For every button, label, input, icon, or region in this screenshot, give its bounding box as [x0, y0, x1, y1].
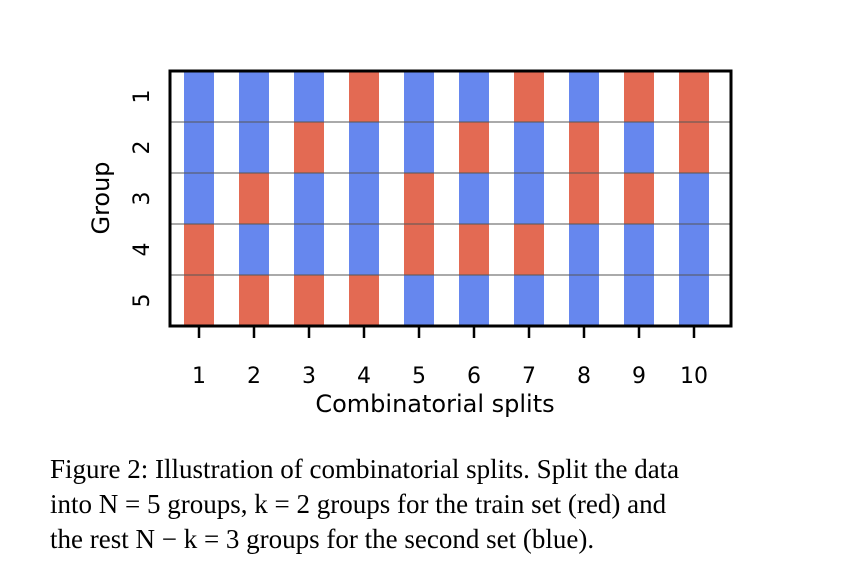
cell-split-9-group-1 [624, 71, 654, 123]
y-tick-label: 2 [130, 141, 155, 155]
caption-line-3: the rest N − k = 3 groups for the second… [50, 524, 595, 554]
x-tick-label: 1 [192, 364, 206, 389]
cell-split-9-group-5 [624, 275, 654, 327]
cell-split-7-group-3 [514, 173, 544, 225]
cell-split-9-group-4 [624, 224, 654, 276]
x-axis-label: Combinatorial splits [315, 390, 554, 418]
y-tick-label: 5 [130, 294, 155, 308]
cell-split-7-group-2 [514, 122, 544, 174]
y-tick-label: 1 [130, 90, 155, 104]
cell-split-3-group-3 [294, 173, 324, 225]
cell-split-8-group-4 [569, 224, 599, 276]
cell-split-10-group-1 [679, 71, 709, 123]
cell-split-3-group-2 [294, 122, 324, 174]
cell-split-10-group-4 [679, 224, 709, 276]
cell-split-4-group-4 [349, 224, 379, 276]
cell-split-9-group-3 [624, 173, 654, 225]
x-tick-label: 4 [357, 364, 371, 389]
chart-canvas: 1 2 3 4 5 6 7 8 9 10 1 2 3 4 5 Combinatorial splits G… [87, 69, 733, 418]
cell-split-7-group-5 [514, 275, 544, 327]
cell-split-2-group-4 [239, 224, 269, 276]
cell-split-1-group-1 [184, 71, 214, 123]
x-tick-label: 2 [247, 364, 261, 389]
caption-line-2: into N = 5 groups, k = 2 groups for the … [50, 489, 667, 519]
cell-split-2-group-5 [239, 275, 269, 327]
x-tick-label: 10 [680, 364, 708, 389]
cell-split-6-group-2 [459, 122, 489, 174]
cell-split-4-group-5 [349, 275, 379, 327]
x-tick-label: 5 [412, 364, 426, 389]
cell-split-8-group-2 [569, 122, 599, 174]
y-ticks: 1 2 3 4 5 [130, 90, 155, 308]
cell-split-1-group-2 [184, 122, 214, 174]
cell-split-2-group-1 [239, 71, 269, 123]
cell-split-6-group-4 [459, 224, 489, 276]
bars-layer [184, 71, 709, 327]
cell-split-4-group-2 [349, 122, 379, 174]
cell-split-6-group-1 [459, 71, 489, 123]
cell-split-8-group-5 [569, 275, 599, 327]
cell-split-10-group-5 [679, 275, 709, 327]
combinatorial-splits-chart: 1 2 3 4 5 6 7 8 9 10 1 2 3 4 5 Combinatorial splits G… [87, 69, 733, 418]
cell-split-7-group-1 [514, 71, 544, 123]
cell-split-5-group-4 [404, 224, 434, 276]
cell-split-10-group-3 [679, 173, 709, 225]
cell-split-3-group-5 [294, 275, 324, 327]
cell-split-2-group-2 [239, 122, 269, 174]
cell-split-1-group-4 [184, 224, 214, 276]
caption-line-1: Figure 2: Illustration of combinatorial … [50, 454, 680, 484]
cell-split-7-group-4 [514, 224, 544, 276]
cell-split-3-group-4 [294, 224, 324, 276]
cell-split-10-group-2 [679, 122, 709, 174]
cell-split-8-group-3 [569, 173, 599, 225]
cell-split-1-group-5 [184, 275, 214, 327]
cell-split-9-group-2 [624, 122, 654, 174]
x-tick-label: 8 [577, 364, 591, 389]
cell-split-6-group-5 [459, 275, 489, 327]
plot-frame [168, 69, 733, 328]
cell-split-4-group-3 [349, 173, 379, 225]
x-tick-label: 3 [302, 364, 316, 389]
cell-split-5-group-3 [404, 173, 434, 225]
grid-layer [170, 121, 731, 276]
y-tick-label: 4 [130, 243, 155, 257]
cell-split-8-group-1 [569, 71, 599, 123]
cell-split-5-group-1 [404, 71, 434, 123]
x-tick-label: 6 [467, 364, 481, 389]
y-tick-label: 3 [130, 192, 155, 206]
figure-caption: Figure 2: Illustration of combinatorial … [50, 452, 820, 557]
cell-split-6-group-3 [459, 173, 489, 225]
cell-split-3-group-1 [294, 71, 324, 123]
x-tick-label: 9 [632, 364, 646, 389]
cell-split-2-group-3 [239, 173, 269, 225]
cell-split-5-group-2 [404, 122, 434, 174]
cell-split-5-group-5 [404, 275, 434, 327]
x-tick-label: 7 [522, 364, 536, 389]
x-ticks: 1 2 3 4 5 6 7 8 9 10 [192, 327, 708, 389]
cell-split-4-group-1 [349, 71, 379, 123]
y-axis-label: Group [87, 161, 115, 234]
cell-split-1-group-3 [184, 173, 214, 225]
